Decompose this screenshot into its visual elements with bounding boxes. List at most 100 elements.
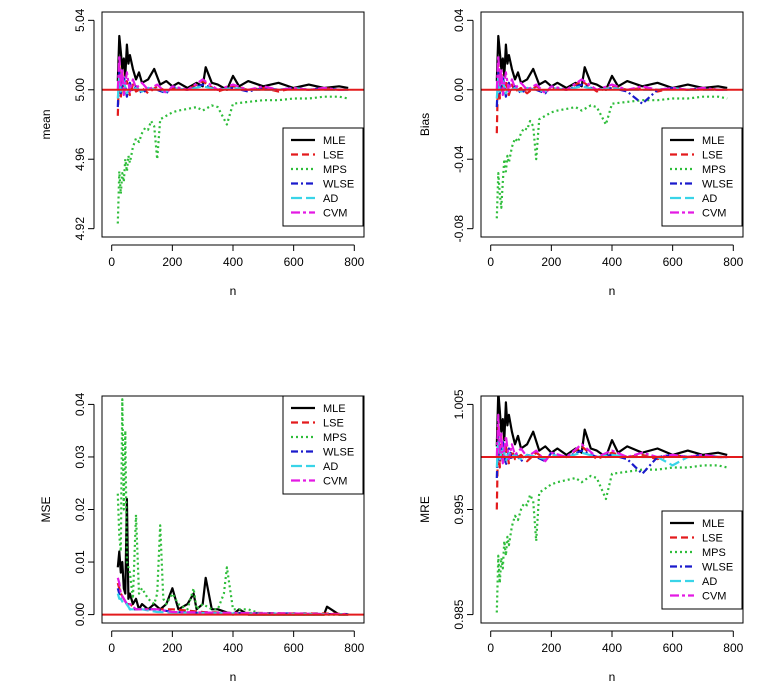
legend-label-mps: MPS bbox=[323, 164, 347, 176]
legend-label-lse: LSE bbox=[323, 150, 344, 162]
x-tick-label: 200 bbox=[162, 255, 182, 269]
legend-label-mps: MPS bbox=[323, 432, 347, 444]
legend-label-cvm: CVM bbox=[702, 208, 726, 220]
plot-frame bbox=[101, 11, 365, 238]
legend-label-cvm: CVM bbox=[323, 476, 347, 488]
plot-frame bbox=[480, 11, 744, 238]
chart-panel-mean: 0 200 400 600 800 n 4.92 4.96 5.00 5.04 mean MLE LSE… bbox=[39, 8, 365, 298]
x-tick-label: 200 bbox=[162, 641, 182, 655]
x-tick-label: 800 bbox=[723, 255, 743, 269]
legend-label-lse: LSE bbox=[702, 150, 723, 162]
series-line-ad bbox=[495, 74, 728, 99]
chart-panel-bias: 0 200 400 600 800 n -0.08 -0.04 0.00 0.04 Bias MLE L… bbox=[418, 8, 744, 298]
y-axis: 0.985 0.995 1.005 MRE bbox=[418, 389, 474, 630]
legend-label-mle: MLE bbox=[323, 135, 346, 147]
legend-box bbox=[661, 510, 743, 610]
legend: MLE LSE MPS WLSE AD CVM bbox=[282, 395, 364, 495]
y-axis-label: mean bbox=[39, 109, 53, 139]
x-tick-label: 400 bbox=[223, 255, 243, 269]
legend-label-wlse: WLSE bbox=[323, 179, 354, 191]
series-line-ad bbox=[116, 74, 349, 99]
x-tick-label: 600 bbox=[663, 255, 683, 269]
y-tick-label: -0.08 bbox=[452, 215, 466, 243]
x-axis: 0 200 400 600 800 n bbox=[487, 244, 744, 298]
series-line-mle bbox=[116, 34, 349, 91]
y-axis: 0.00 0.01 0.02 0.03 0.04 MSE bbox=[39, 392, 95, 627]
legend-label-lse: LSE bbox=[702, 533, 723, 545]
legend-label-mle: MLE bbox=[323, 403, 346, 415]
y-tick-label: 0.00 bbox=[452, 78, 466, 102]
x-tick-label: 0 bbox=[487, 255, 494, 269]
legend-label-ad: AD bbox=[323, 461, 338, 473]
y-tick-label: 1.005 bbox=[452, 389, 466, 419]
plot-frame bbox=[101, 395, 365, 624]
legend-label-mps: MPS bbox=[702, 547, 726, 559]
series-line-mps bbox=[116, 398, 349, 616]
x-tick-label: 200 bbox=[541, 255, 561, 269]
series-line-mle bbox=[495, 396, 728, 459]
legend: MLE LSE MPS WLSE AD CVM bbox=[661, 127, 743, 227]
legend: MLE LSE MPS WLSE AD CVM bbox=[661, 510, 743, 610]
x-tick-label: 400 bbox=[602, 255, 622, 269]
y-axis-label: Bias bbox=[418, 113, 432, 136]
x-axis-label: n bbox=[230, 670, 237, 684]
legend-label-mps: MPS bbox=[702, 164, 726, 176]
y-tick-label: 0.04 bbox=[73, 392, 87, 416]
x-tick-label: 800 bbox=[723, 641, 743, 655]
legend: MLE LSE MPS WLSE AD CVM bbox=[282, 127, 364, 227]
y-axis-label: MSE bbox=[39, 496, 53, 522]
legend-label-wlse: WLSE bbox=[702, 562, 733, 574]
x-tick-label: 0 bbox=[487, 641, 494, 655]
y-axis-label: MRE bbox=[418, 496, 432, 523]
series-line-cvm bbox=[116, 577, 349, 616]
x-axis-label: n bbox=[609, 670, 616, 684]
legend-label-cvm: CVM bbox=[323, 208, 347, 220]
legend-box bbox=[282, 127, 364, 227]
legend-box bbox=[661, 127, 743, 227]
series-group bbox=[481, 396, 743, 613]
y-tick-label: 0.04 bbox=[452, 8, 466, 32]
series-group bbox=[102, 34, 364, 224]
x-axis: 0 200 400 600 800 n bbox=[487, 630, 744, 684]
y-tick-label: 0.995 bbox=[452, 494, 466, 524]
x-axis: 0 200 400 600 800 n bbox=[108, 244, 365, 298]
plot-frame bbox=[480, 395, 744, 624]
y-tick-label: 4.92 bbox=[73, 217, 87, 241]
x-tick-label: 400 bbox=[223, 641, 243, 655]
x-tick-label: 600 bbox=[284, 641, 304, 655]
y-tick-label: 5.04 bbox=[73, 8, 87, 32]
y-tick-label: -0.04 bbox=[452, 145, 466, 173]
series-line-ad bbox=[495, 439, 728, 468]
chart-panel-mse: 0 200 400 600 800 n 0.00 0.01 0.02 0.03 0.04 MSE MLE… bbox=[39, 392, 365, 684]
y-tick-label: 0.01 bbox=[73, 550, 87, 574]
series-group bbox=[102, 398, 364, 616]
legend-label-wlse: WLSE bbox=[323, 447, 354, 459]
legend-label-wlse: WLSE bbox=[702, 179, 733, 191]
legend-label-cvm: CVM bbox=[702, 591, 726, 603]
series-line-mle bbox=[495, 34, 728, 91]
series-line-mps bbox=[495, 95, 728, 219]
y-axis: -0.08 -0.04 0.00 0.04 Bias bbox=[418, 8, 474, 243]
y-tick-label: 0.00 bbox=[73, 603, 87, 627]
x-tick-label: 600 bbox=[284, 255, 304, 269]
series-line-wlse bbox=[116, 588, 349, 616]
legend-label-ad: AD bbox=[702, 576, 717, 588]
y-tick-label: 5.00 bbox=[73, 78, 87, 102]
x-tick-label: 0 bbox=[108, 255, 115, 269]
legend-box bbox=[282, 395, 364, 495]
x-axis: 0 200 400 600 800 n bbox=[108, 630, 365, 684]
x-tick-label: 800 bbox=[344, 641, 364, 655]
y-axis: 4.92 4.96 5.00 5.04 mean bbox=[39, 8, 95, 241]
x-tick-label: 800 bbox=[344, 255, 364, 269]
x-tick-label: 0 bbox=[108, 641, 115, 655]
x-axis-label: n bbox=[609, 284, 616, 298]
legend-label-mle: MLE bbox=[702, 518, 725, 530]
y-tick-label: 4.96 bbox=[73, 147, 87, 171]
x-axis-label: n bbox=[230, 284, 237, 298]
legend-label-ad: AD bbox=[323, 193, 338, 205]
x-tick-label: 400 bbox=[602, 641, 622, 655]
y-tick-label: 0.03 bbox=[73, 445, 87, 469]
legend-label-ad: AD bbox=[702, 193, 717, 205]
